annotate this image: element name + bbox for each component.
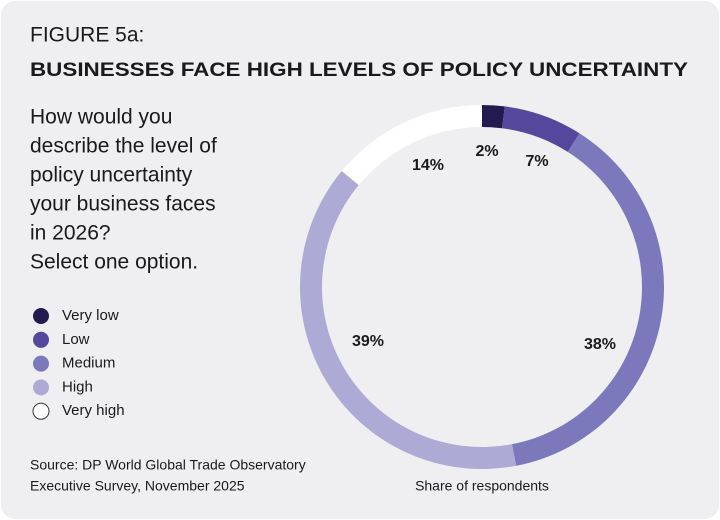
value-label: 38% — [584, 336, 616, 353]
legend-swatch — [32, 402, 50, 420]
legend-label: Low — [62, 331, 90, 348]
legend-swatch — [33, 308, 49, 324]
value-label: 14% — [412, 157, 444, 174]
caption: Share of respondents — [415, 478, 549, 494]
value-label: 2% — [475, 143, 498, 160]
question-line: How would you — [30, 106, 172, 129]
question-line: in 2026? — [30, 222, 111, 245]
question-line: your business faces — [30, 193, 216, 216]
donut-segment — [502, 106, 580, 152]
donut-segment — [300, 170, 517, 469]
legend-swatch — [33, 331, 49, 348]
legend-label: Very low — [62, 307, 119, 324]
chart-title: BUSINESSES FACE HIGH LEVELS OF POLICY UN… — [30, 60, 688, 81]
question-line: describe the level of — [30, 135, 217, 158]
question-line: Select one option. — [30, 251, 198, 274]
donut-segment — [341, 105, 482, 186]
donut-segment — [511, 133, 664, 466]
value-label: 7% — [525, 153, 548, 170]
legend-label: High — [62, 378, 93, 395]
source: Executive Survey, November 2025 — [30, 478, 245, 494]
question-line: policy uncertainty — [30, 164, 193, 187]
legend-swatch — [33, 355, 49, 372]
value-label: 39% — [352, 333, 384, 350]
legend-label: Very high — [62, 402, 125, 419]
source: Source: DP World Global Trade Observator… — [30, 457, 306, 473]
donut-segment — [482, 105, 505, 129]
legend-swatch — [33, 379, 49, 396]
legend-label: Medium — [62, 355, 115, 372]
figure-label: FIGURE 5a: — [30, 24, 144, 47]
